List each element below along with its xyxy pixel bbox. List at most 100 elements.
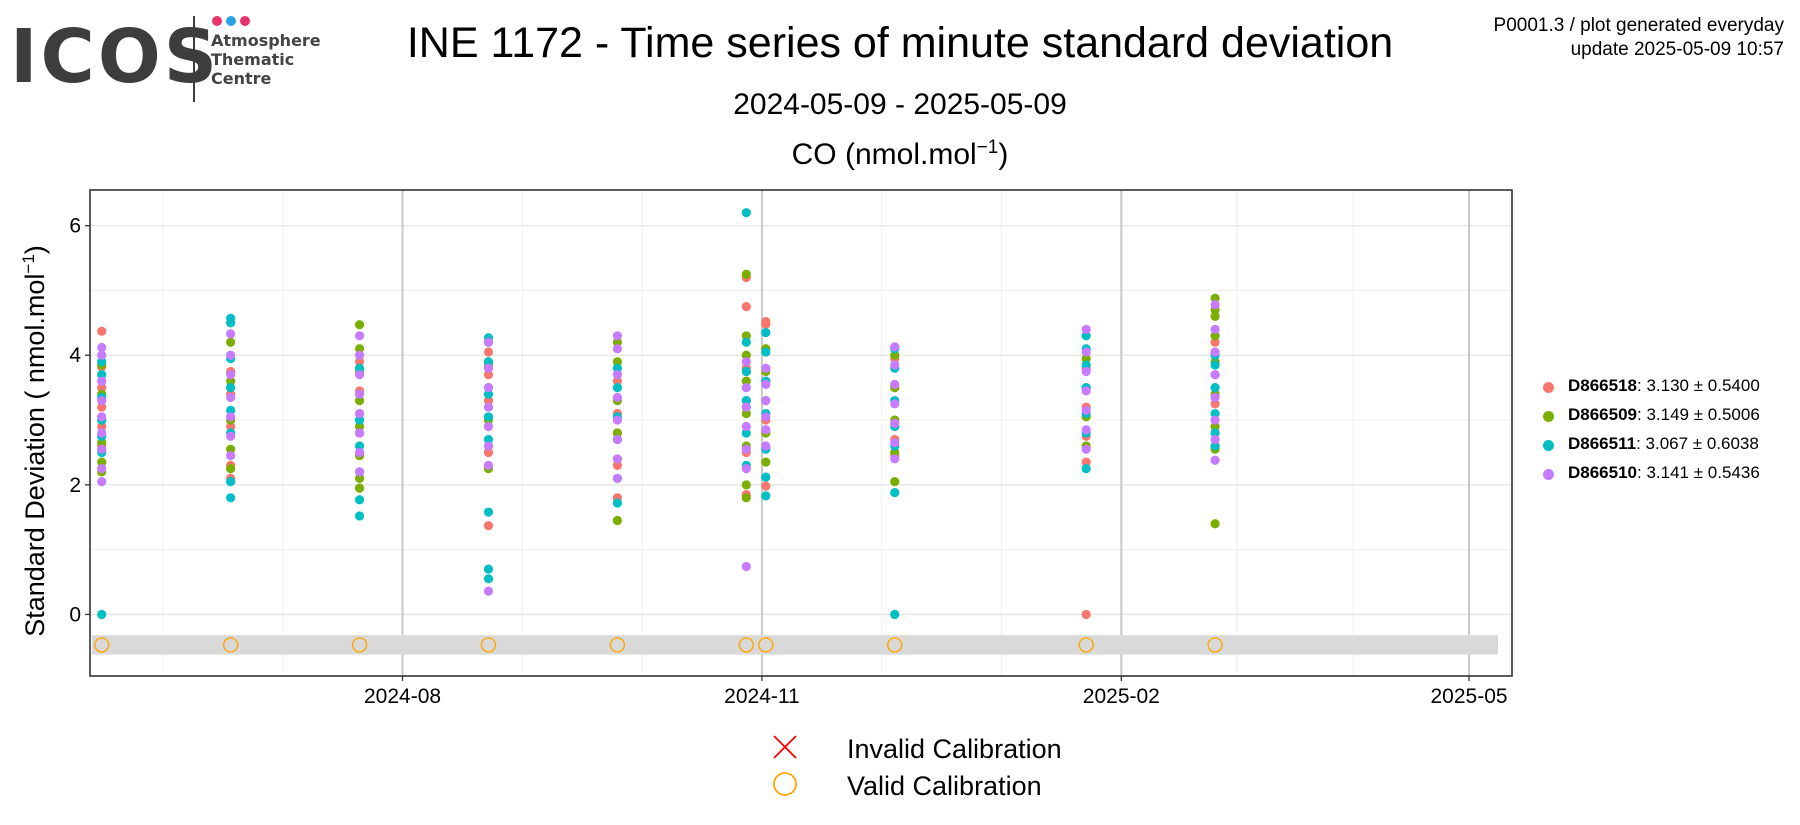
data-point — [1081, 366, 1091, 377]
data-point — [612, 515, 622, 526]
data-point — [483, 507, 494, 517]
data-point — [761, 379, 771, 389]
data-point — [761, 396, 771, 406]
data-point — [1210, 360, 1220, 370]
plot-meta-line2: update 2025-05-09 10:57 — [1570, 39, 1784, 60]
data-point — [97, 444, 107, 454]
data-point — [97, 609, 107, 620]
data-point — [97, 350, 107, 360]
data-point — [890, 438, 900, 448]
data-point — [97, 402, 107, 412]
data-point — [741, 350, 751, 360]
y-axis-title: Standard Deviation ( nmol.mol−1) — [19, 245, 50, 637]
data-point — [612, 428, 622, 438]
calibration-marker-valid — [480, 637, 497, 653]
data-point — [354, 467, 365, 477]
data-point — [612, 434, 622, 445]
data-point — [761, 472, 771, 482]
chart-title: INE 1172 - Time series of minute standar… — [406, 19, 1394, 67]
data-point — [354, 363, 365, 373]
data-point — [1210, 428, 1220, 438]
x-tick-label: 2024-11 — [724, 685, 800, 708]
data-point — [612, 331, 622, 341]
panel-title-exponent: −1 — [976, 137, 999, 158]
data-point — [1210, 421, 1220, 432]
data-point — [226, 392, 236, 402]
logo-dot — [226, 16, 236, 26]
data-point — [226, 493, 236, 503]
data-point — [483, 337, 494, 347]
data-point — [741, 376, 751, 386]
logo-dot — [212, 16, 222, 26]
data-point — [226, 318, 236, 328]
data-point — [761, 327, 771, 338]
data-point — [741, 337, 751, 347]
data-point — [761, 319, 771, 329]
logo-line-centre: Centre — [211, 69, 272, 88]
data-point — [890, 609, 900, 620]
data-point — [741, 421, 751, 432]
data-point — [226, 444, 236, 454]
data-point — [612, 473, 622, 483]
data-point — [741, 396, 751, 406]
data-point — [761, 412, 771, 422]
data-point — [483, 441, 494, 451]
data-point — [1210, 337, 1220, 347]
data-point — [741, 331, 751, 341]
data-point — [226, 405, 236, 415]
data-point — [741, 402, 751, 412]
data-point — [1081, 444, 1091, 454]
data-point — [483, 460, 494, 470]
data-point — [483, 347, 494, 357]
logo-wordmark: ICOS — [10, 14, 221, 100]
data-point — [1210, 311, 1220, 321]
calibration-marker-valid — [887, 637, 903, 653]
data-point — [1210, 408, 1220, 419]
legend-series-stats: : 3.149 ± 0.5006 — [1637, 405, 1760, 424]
data-point — [97, 376, 107, 386]
data-point — [1081, 609, 1091, 620]
data-point — [612, 357, 622, 367]
data-point — [97, 326, 107, 336]
data-point — [761, 363, 771, 373]
data-point — [741, 493, 751, 503]
data-point — [761, 481, 771, 491]
x-tick-label: 2025-02 — [1083, 685, 1160, 708]
calibration-marker-valid — [758, 637, 774, 653]
data-point — [741, 357, 751, 367]
data-point — [1210, 519, 1220, 529]
data-point — [890, 360, 900, 370]
data-point — [483, 363, 494, 373]
legend-series-stats: : 3.130 ± 0.5400 — [1637, 376, 1760, 395]
calibration-marker-valid — [1078, 637, 1094, 653]
data-point — [354, 447, 365, 458]
logo-line-atmosphere: Atmosphere — [211, 31, 321, 50]
legend-swatch — [1543, 382, 1554, 393]
data-point — [483, 447, 494, 458]
data-point — [226, 350, 236, 360]
data-point — [483, 586, 494, 596]
data-point — [612, 460, 622, 470]
data-point — [354, 331, 365, 341]
data-point — [890, 350, 900, 360]
data-point — [1081, 405, 1091, 415]
panel-title-close: ) — [998, 138, 1009, 171]
panel-title: CO (nmol.mol−1) — [300, 138, 1500, 170]
y-tick-label: 0 — [69, 603, 81, 626]
data-point — [226, 464, 236, 474]
data-point — [1210, 455, 1220, 465]
data-point — [1210, 331, 1220, 341]
data-point — [354, 495, 365, 505]
legend-label: D866518: 3.130 ± 0.5400 — [1568, 376, 1760, 396]
logo-divider — [193, 16, 195, 102]
data-point — [354, 370, 365, 380]
data-point — [483, 434, 494, 445]
data-point — [483, 357, 494, 367]
data-point — [354, 511, 365, 521]
data-point — [483, 412, 494, 422]
data-point — [354, 428, 365, 438]
plot-metadata: P0001.3 / plot generated everyday update… — [1494, 14, 1784, 62]
data-point — [761, 441, 771, 451]
data-point — [890, 379, 900, 389]
data-point — [612, 363, 622, 373]
